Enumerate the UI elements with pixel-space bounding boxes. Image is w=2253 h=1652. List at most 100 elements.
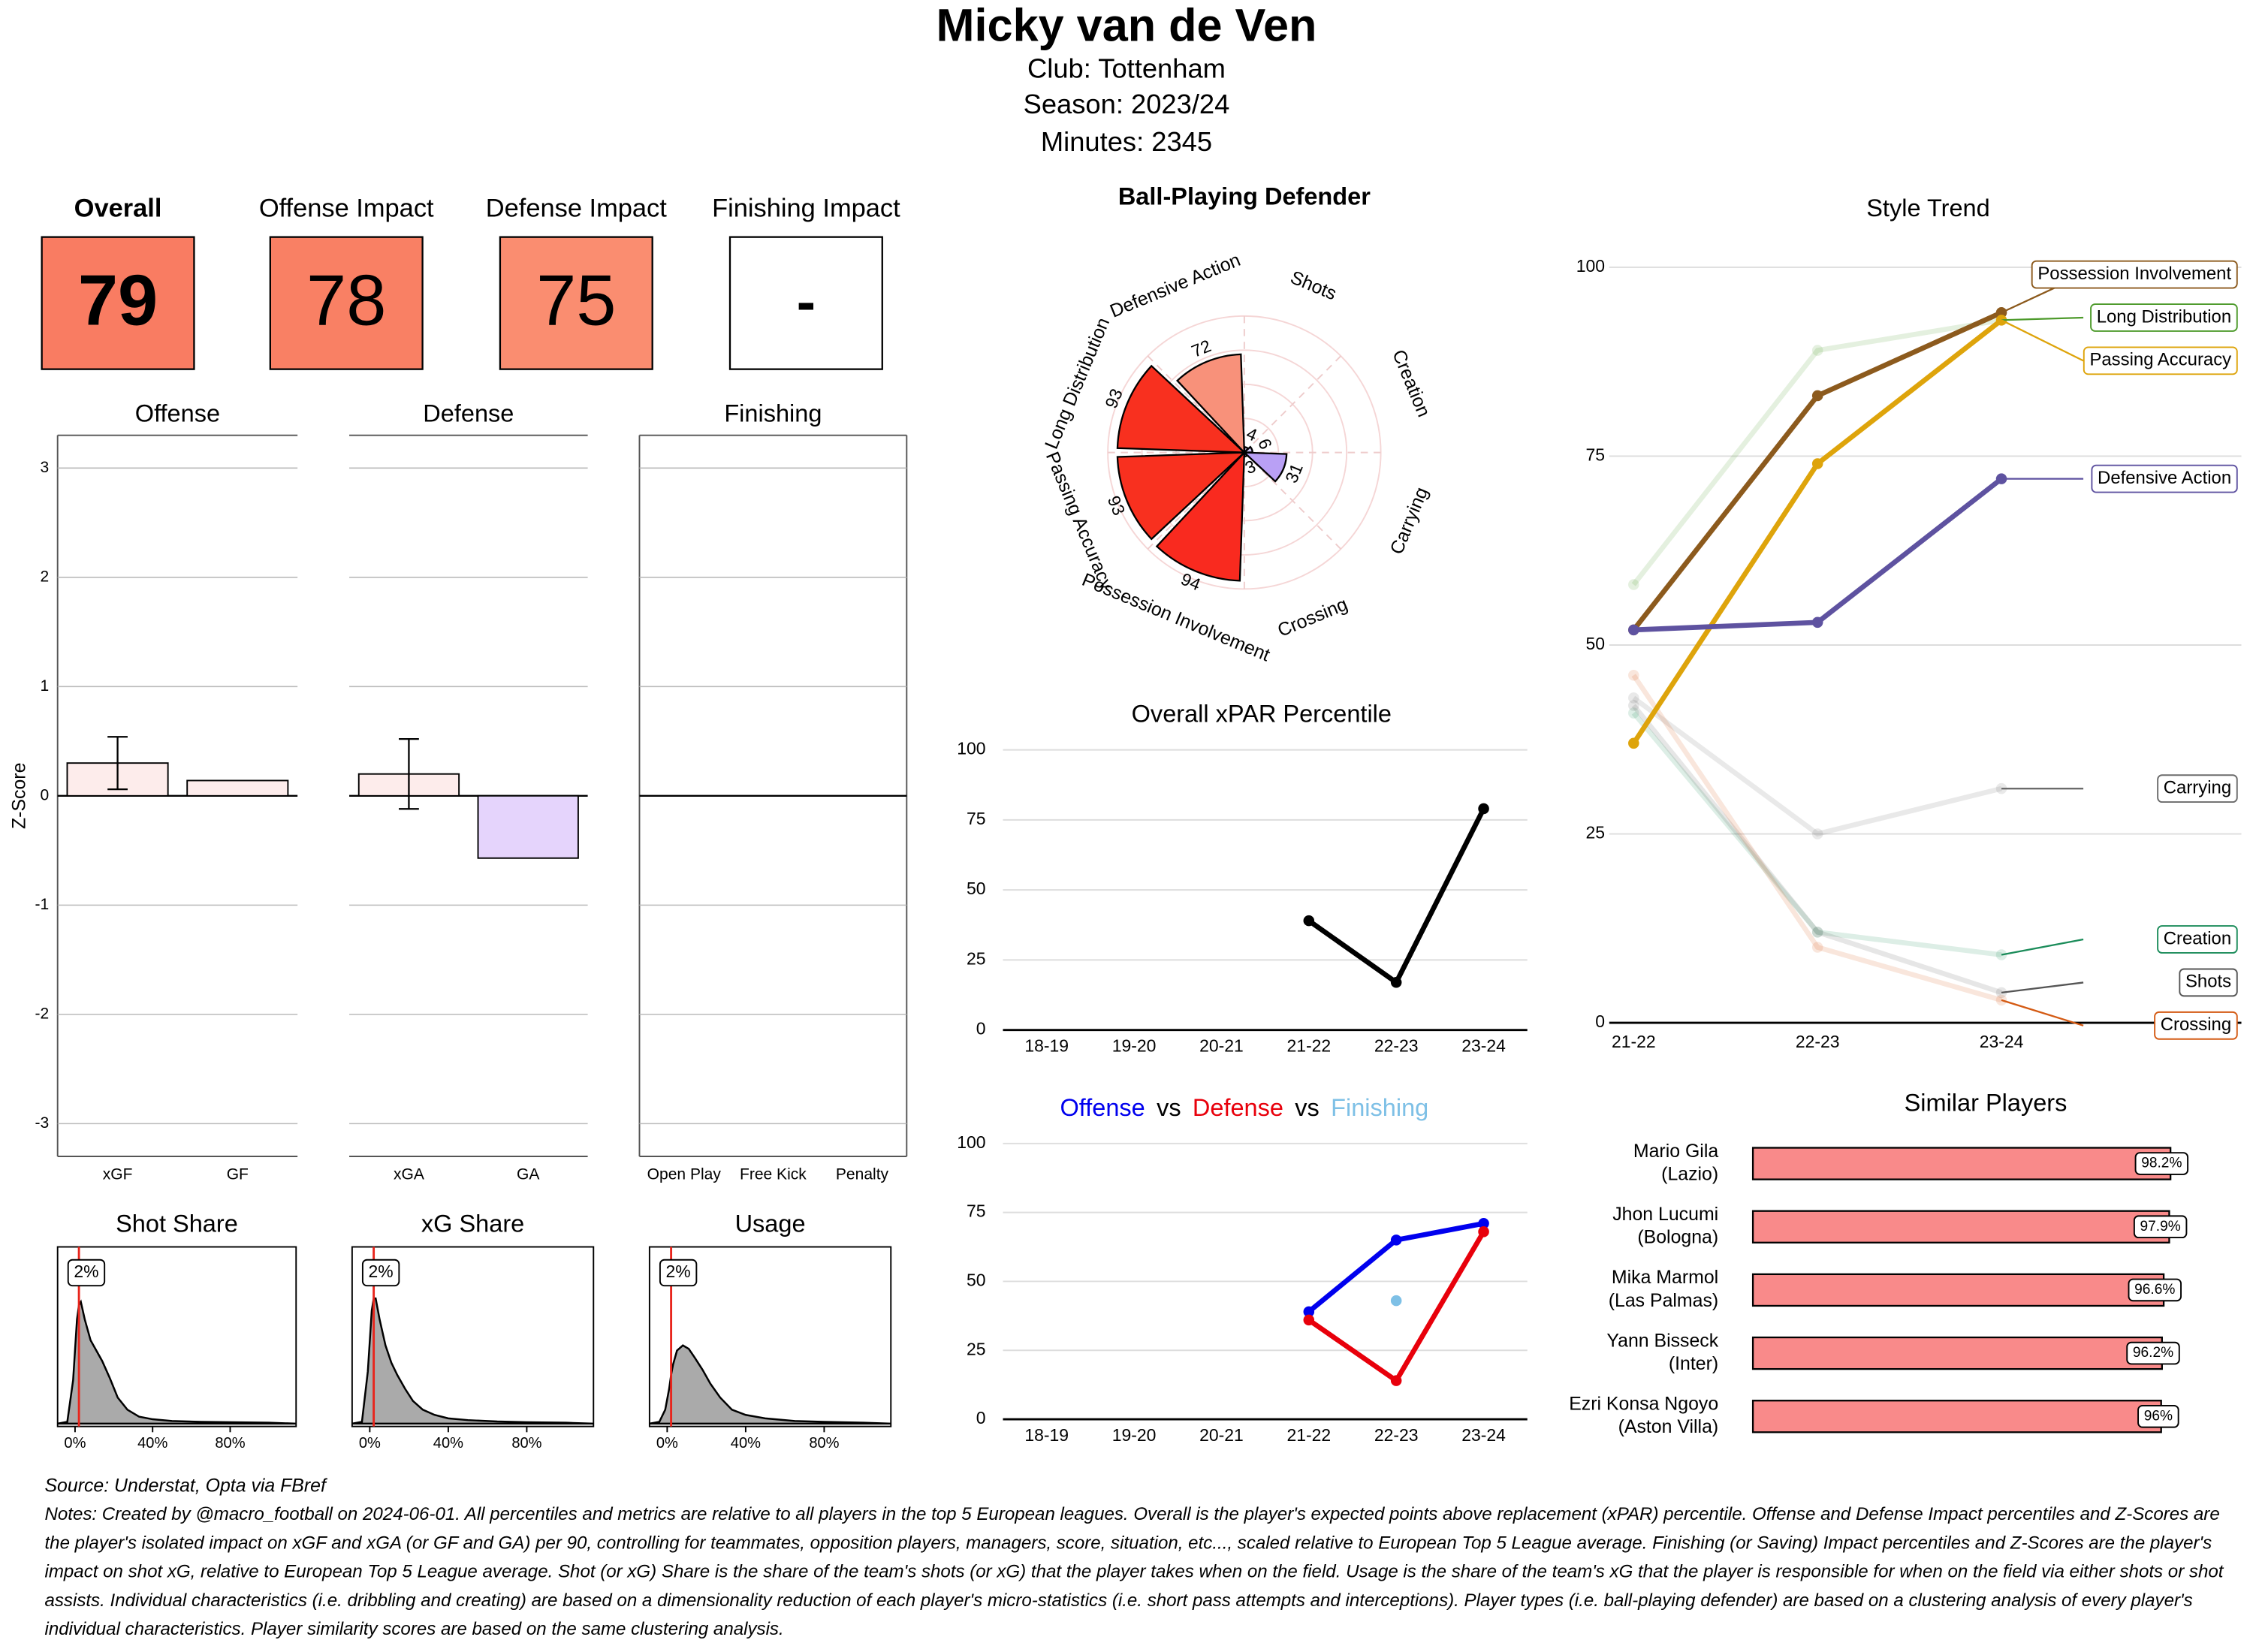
marker-label: 2%: [74, 1262, 98, 1281]
x-tick-label: 20-21: [1199, 1425, 1244, 1445]
trend-point: [1811, 828, 1823, 840]
tile-label: Finishing Impact: [712, 194, 900, 222]
x-tick-label: 22-23: [1374, 1425, 1419, 1445]
legend-separator: vs: [1295, 1093, 1320, 1120]
x-tick-label: 21-22: [1286, 1036, 1331, 1056]
y-tick-label: 3: [41, 459, 50, 476]
x-tick-label: 0%: [64, 1435, 86, 1452]
trend-point: [1811, 942, 1823, 953]
player-name: Ezri Konsa Ngoyo: [1569, 1394, 1718, 1415]
tile: [41, 236, 195, 370]
x-tick-label: 22-23: [1374, 1036, 1419, 1056]
category-label: Carrying: [1386, 484, 1433, 558]
trend-point: [1628, 669, 1639, 681]
y-tick-label: 25: [967, 948, 986, 968]
category-label: Shots: [1287, 267, 1339, 304]
x-tick-label: 20-21: [1199, 1036, 1244, 1056]
y-tick-label: 75: [967, 1201, 986, 1221]
category-label: Passing Accuracy: [1042, 449, 1117, 594]
series-label-box: [2154, 1011, 2238, 1040]
similarity-bar: [1751, 1210, 2170, 1244]
y-tick-label: 2: [41, 568, 50, 585]
x-tick-label: 19-20: [1112, 1425, 1157, 1445]
x-tick-label: 22-23: [1796, 1032, 1840, 1051]
y-tick-label: -3: [35, 1114, 50, 1132]
tile-label: Defense Impact: [486, 194, 668, 222]
y-tick-label: 75: [1586, 445, 1606, 465]
label-connector: [2001, 938, 2084, 956]
trend-point: [1811, 390, 1823, 402]
y-tick-label: 50: [1586, 634, 1606, 653]
y-tick-label: 25: [1586, 823, 1606, 843]
x-tick-label: 23-24: [1461, 1425, 1506, 1445]
y-tick-label: 100: [1576, 256, 1605, 276]
marker-label-box: [67, 1259, 106, 1287]
grid-circle: [1141, 349, 1348, 556]
series-label: Crossing: [2161, 1014, 2231, 1035]
series-label: Defensive Action: [2098, 468, 2231, 488]
y-tick-label: 75: [967, 809, 986, 828]
panel-title: xG Share: [421, 1210, 524, 1237]
y-tick-label: 0: [976, 1408, 986, 1427]
x-tick-label: 80%: [809, 1435, 839, 1452]
tile: [728, 236, 883, 370]
similarity-bar: [1751, 1400, 2162, 1433]
y-tick-label: 25: [967, 1339, 986, 1358]
density-area: [57, 1299, 297, 1425]
marker-label-box: [659, 1259, 698, 1287]
value-label: 6: [1254, 436, 1276, 452]
polar-bar: [1176, 353, 1246, 455]
series-label-box: [2090, 303, 2238, 332]
x-tick-label: 40%: [433, 1435, 463, 1452]
player-club: (Inter): [1669, 1353, 1718, 1374]
y-tick-label: 0: [1595, 1011, 1605, 1031]
tile: [499, 236, 653, 370]
point: [1390, 1375, 1402, 1386]
tile-value: 78: [306, 261, 386, 341]
panel-title: Finishing: [724, 399, 822, 427]
panel-border: [351, 1246, 595, 1427]
trend-line: [1633, 476, 2004, 633]
x-tick-label: 19-20: [1112, 1036, 1157, 1056]
panel-title: Offense: [135, 399, 220, 427]
trend-point: [1628, 692, 1639, 704]
similarity-label-box: [2137, 1404, 2179, 1428]
tile: [269, 236, 424, 370]
series-label-box: [2157, 925, 2238, 954]
x-tick-label: 40%: [731, 1435, 761, 1452]
trend-point: [1811, 458, 1823, 469]
point: [1390, 976, 1402, 988]
y-tick-label: 1: [41, 677, 50, 695]
density-area: [351, 1297, 594, 1425]
legend-entry: Defense: [1193, 1093, 1283, 1120]
trend-point: [1811, 927, 1823, 938]
y-tick-label: -2: [35, 1005, 50, 1022]
line: [1307, 1230, 1486, 1384]
trend-line: [1632, 695, 2002, 837]
series-label-box: [2179, 968, 2238, 997]
similarity-label: 98.2%: [2141, 1156, 2182, 1171]
marker-label-box: [361, 1259, 400, 1287]
trend-line: [1631, 318, 2002, 586]
x-tick-label: 40%: [137, 1435, 167, 1452]
tile-value: 75: [536, 261, 616, 341]
series-label-box: [2157, 774, 2238, 803]
series-label: Possession Involvement: [2037, 264, 2231, 284]
tile-value: 79: [78, 261, 158, 341]
player-club: (Las Palmas): [1609, 1290, 1718, 1311]
trend-point: [1628, 700, 1639, 711]
x-tick-label: 21-22: [1612, 1032, 1656, 1051]
title: Micky van de Ven: [936, 0, 1317, 50]
series-label: Passing Accuracy: [2089, 350, 2231, 370]
line: [1307, 807, 1486, 985]
similarity-label-box: [2134, 1152, 2189, 1175]
point: [1303, 915, 1315, 927]
similarity-label: 97.9%: [2140, 1219, 2181, 1234]
bar: [186, 779, 289, 797]
label-connector: [2001, 316, 2084, 321]
player-name: Jhon Lucumi: [1612, 1204, 1718, 1225]
x-tick-label: GA: [517, 1165, 539, 1183]
x-tick-label: Open Play: [647, 1165, 722, 1183]
trend-point: [1811, 927, 1823, 938]
